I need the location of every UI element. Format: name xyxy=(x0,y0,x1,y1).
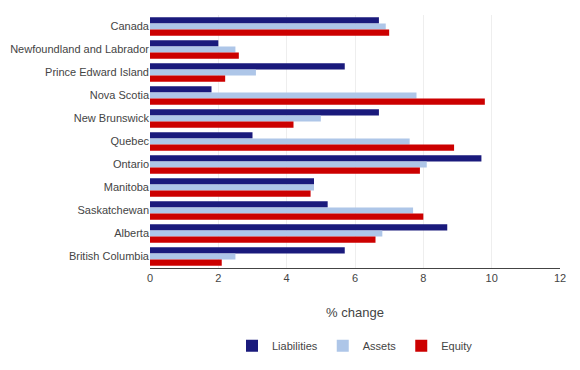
svg-text:Quebec: Quebec xyxy=(110,135,149,147)
svg-text:British Columbia: British Columbia xyxy=(69,250,150,262)
svg-text:10: 10 xyxy=(486,272,498,284)
svg-text:Nova Scotia: Nova Scotia xyxy=(90,89,150,101)
svg-text:Liabilities: Liabilities xyxy=(272,340,318,352)
svg-text:Newfoundland and Labrador: Newfoundland and Labrador xyxy=(10,43,149,55)
svg-text:New Brunswick: New Brunswick xyxy=(74,112,150,124)
svg-text:% change: % change xyxy=(326,305,384,320)
svg-text:Canada: Canada xyxy=(110,20,149,32)
svg-text:Alberta: Alberta xyxy=(114,227,150,239)
svg-text:6: 6 xyxy=(352,272,358,284)
svg-text:Manitoba: Manitoba xyxy=(104,181,150,193)
svg-text:Saskatchewan: Saskatchewan xyxy=(77,204,149,216)
svg-text:2: 2 xyxy=(215,272,221,284)
svg-text:Prince Edward Island: Prince Edward Island xyxy=(45,66,149,78)
svg-text:12: 12 xyxy=(554,272,566,284)
svg-text:4: 4 xyxy=(284,272,290,284)
svg-text:Ontario: Ontario xyxy=(113,158,149,170)
svg-text:0: 0 xyxy=(147,272,153,284)
svg-text:Equity: Equity xyxy=(441,340,472,352)
svg-text:Assets: Assets xyxy=(363,340,397,352)
svg-text:8: 8 xyxy=(420,272,426,284)
